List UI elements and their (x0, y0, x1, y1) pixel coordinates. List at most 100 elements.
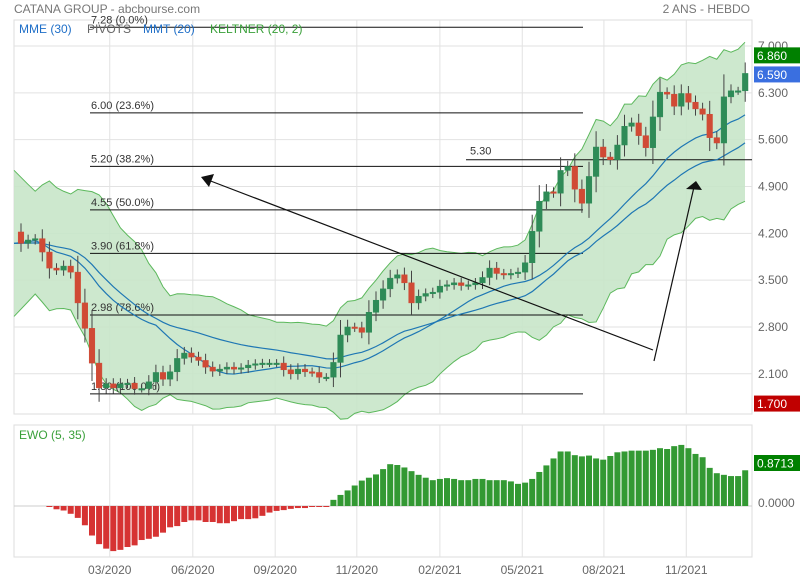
candle-up (387, 277, 394, 290)
candle-up (216, 368, 223, 372)
candle-up (252, 363, 259, 366)
candle-up (678, 93, 685, 107)
candle-up (294, 368, 301, 375)
ewo-bar-positive (564, 451, 571, 506)
ewo-bar-negative (273, 506, 280, 511)
ewo-bar-negative (60, 506, 67, 511)
ewo-bar-positive (720, 474, 727, 506)
ewo-bar-negative (152, 506, 159, 537)
candle-down (358, 327, 365, 333)
candle-down (17, 231, 25, 244)
ewo-panel-frame (13, 424, 753, 558)
legend-ewo[interactable]: EWO (5, 35) (19, 428, 86, 442)
ewo-bar-positive (387, 464, 394, 506)
candle-up (514, 271, 522, 274)
trend-arrow-up-line (653, 186, 695, 362)
ewo-bar-negative (174, 506, 181, 527)
ewo-bar-negative (103, 506, 110, 549)
ewo-bar-positive (486, 480, 493, 506)
ewo-bar-positive (642, 450, 649, 506)
candle-up (25, 239, 32, 244)
chart-title: CATANA GROUP - abcbourse.com (14, 2, 200, 16)
candle-down (685, 93, 692, 103)
candle-up (593, 146, 600, 177)
candle-down (578, 188, 585, 204)
ewo-bar-negative (266, 506, 273, 513)
candles (17, 62, 749, 402)
candle-up (436, 285, 443, 293)
keltner-bands (13, 41, 746, 420)
candle-up (415, 295, 422, 304)
ewo-bar-positive (593, 458, 600, 506)
ewo-bar-negative (259, 506, 266, 516)
legend-mmt[interactable]: MMT (20) (143, 22, 195, 36)
ewo-bar-positive (429, 480, 436, 506)
ewo-bar-positive (635, 450, 642, 506)
candle-up (152, 372, 159, 383)
ewo-bar-negative (231, 506, 237, 522)
legend-pivots[interactable]: PIVOTS (87, 22, 131, 36)
ewo-bar-negative (67, 506, 74, 514)
candle-up (337, 334, 344, 363)
candle-down (287, 369, 294, 375)
candle-up (479, 277, 486, 284)
candle-up (451, 282, 458, 286)
candle-down (351, 326, 358, 329)
ewo-bar-positive (578, 456, 585, 506)
legend-mme[interactable]: MME (30) (19, 22, 72, 36)
ewo-bar-positive (550, 458, 557, 506)
price-low-badge-bg (754, 395, 800, 412)
y-tick-label: 4.900 (758, 179, 788, 193)
candle-up (223, 366, 230, 370)
ewo-bar-positive (337, 494, 344, 506)
candle-down (571, 166, 578, 190)
candle-up (124, 382, 131, 385)
legend-keltner[interactable]: KELTNER (20, 2) (210, 22, 302, 36)
ewo-bar-positive (351, 485, 358, 506)
candle-up (266, 362, 273, 365)
ewo-bar-positive (408, 471, 415, 506)
candle-up (557, 170, 564, 194)
candle-down (713, 137, 720, 144)
ewo-bar-negative (316, 506, 323, 507)
ewo-bar-negative (74, 506, 81, 518)
ewo-bar-positive (401, 467, 408, 506)
candle-up (735, 90, 742, 93)
candle-down (458, 282, 465, 286)
ewo-bar-positive (394, 465, 401, 506)
candle-down (96, 362, 103, 389)
candle-down (493, 267, 500, 274)
candle-down (550, 191, 557, 194)
candle-up (259, 362, 266, 365)
x-tick-label: 11/2020 (336, 563, 379, 577)
candle-down (39, 238, 46, 253)
candle-up (238, 367, 245, 370)
candle-up (60, 265, 67, 271)
y-tick-label: 2.100 (758, 367, 788, 381)
candle-down (81, 302, 88, 329)
candle-up (117, 383, 124, 389)
price-high-badge-bg (754, 47, 800, 64)
ewo-bar-negative (209, 506, 216, 522)
candle-up (181, 352, 188, 359)
fib-label: 5.20 (38.2%) (91, 153, 154, 165)
ewo-bar-positive (365, 477, 372, 506)
ewo-bar-positive (436, 478, 443, 506)
candle-up (372, 299, 380, 313)
fib-label: 7.28 (0.0%) (91, 14, 148, 26)
fib-label: 6.00 (23.6%) (91, 100, 154, 112)
candle-up (103, 383, 110, 389)
ewo-bar-positive (415, 474, 422, 506)
candle-up (422, 293, 429, 297)
candle-down (131, 382, 138, 389)
candle-up (727, 90, 735, 98)
candle-down (671, 93, 678, 107)
arrowhead-left-icon (201, 174, 214, 187)
price-high-badge: 6.860 (757, 49, 787, 63)
ewo-bar-positive (500, 480, 507, 506)
candle-up (486, 267, 493, 278)
axes: 7.0006.3005.6004.9004.2003.5002.8002.100… (88, 39, 800, 577)
fibonacci-levels: 7.28 (0.0%) 6.00 (23.6%) 5.20 (38.2%) 4.55 … (90, 14, 752, 395)
ewo-bar-positive (628, 450, 635, 506)
